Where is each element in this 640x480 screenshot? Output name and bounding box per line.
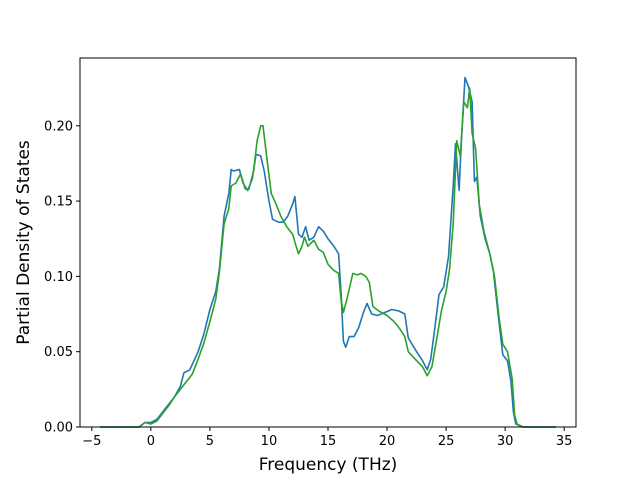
y-tick-label: 0.10 — [44, 270, 73, 285]
x-axis-label: Frequency (THz) — [259, 455, 398, 475]
x-axis-ticks: −5 0 5 10 15 20 25 30 35 — [82, 427, 572, 449]
series-line-1 — [100, 76, 556, 428]
y-tick-label: 0.15 — [44, 195, 73, 210]
series-line-2 — [100, 87, 556, 428]
x-tick-label: 35 — [556, 434, 573, 449]
y-tick-label: 0.00 — [44, 421, 73, 436]
y-tick-label: 0.20 — [44, 119, 73, 134]
x-tick-label: 15 — [320, 434, 337, 449]
series-lines — [100, 76, 556, 428]
x-tick-label: −5 — [82, 434, 101, 449]
x-tick-label: 0 — [147, 434, 155, 449]
plot-area-frame — [79, 57, 577, 428]
y-tick-label: 0.05 — [44, 345, 73, 360]
x-tick-label: 30 — [497, 434, 514, 449]
x-tick-label: 20 — [379, 434, 396, 449]
x-tick-label: 25 — [438, 434, 455, 449]
x-tick-label: 5 — [206, 434, 214, 449]
y-axis-ticks: 0.00 0.05 0.10 0.15 0.20 — [44, 119, 80, 436]
x-tick-label: 10 — [261, 434, 278, 449]
y-axis-label: Partial Density of States — [14, 140, 34, 345]
